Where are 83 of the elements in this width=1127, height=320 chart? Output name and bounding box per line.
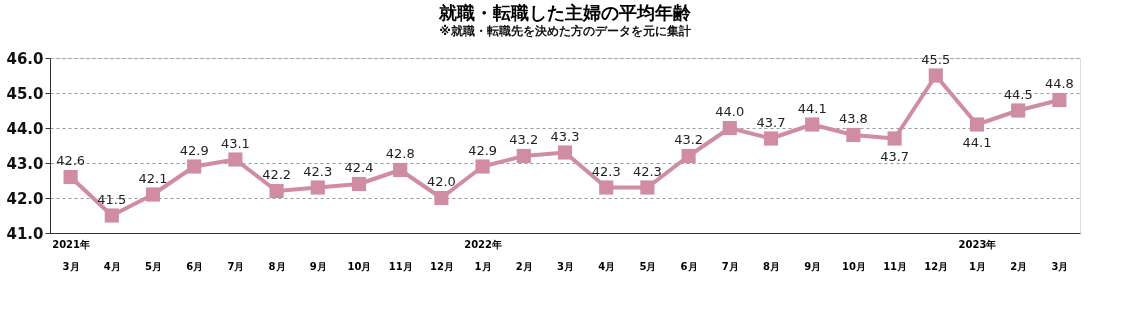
data-label: 42.3 [632,163,662,179]
data-label: 42.0 [426,174,456,189]
data-label: 45.5 [921,51,951,67]
y-tick-label: 45.0 [6,84,44,103]
data-label: 44.8 [1044,76,1074,91]
data-label: 43.7 [880,148,910,164]
data-label: 43.8 [838,111,868,126]
x-tick-label: 4月 [598,260,616,272]
y-tick-label: 46.0 [6,49,44,68]
x-tick-label: 12月 [924,260,949,272]
point [928,68,943,83]
point [557,145,573,160]
point [599,180,614,195]
point [145,187,161,202]
x-tick-label: 5月 [639,260,657,272]
point [846,127,861,143]
point [104,208,119,223]
x-tick-label: 9月 [309,260,327,272]
x-tick-label: 2022年 1月 [464,238,503,272]
data-label: 42.1 [138,170,168,186]
data-label: 42.3 [591,163,621,179]
x-tick-label: 3月 [1051,260,1069,272]
data-label: 44.1 [797,100,827,116]
x-tick-label: 8月 [763,260,780,272]
data-label: 42.6 [56,153,86,168]
data-label: 44.0 [715,104,745,119]
data-label: 42.3 [303,163,333,179]
x-tick-label: 2月 [1010,260,1028,272]
data-label: 42.8 [385,146,415,161]
x-tick-label: 10月 [347,260,372,272]
data-label: 43.1 [220,135,250,151]
y-tick-label: 44.0 [6,119,44,138]
x-tick-label: 7月 [721,260,739,272]
point [722,120,737,136]
x-tick-label: 5月 [145,260,162,272]
point [187,159,202,174]
point [63,169,78,185]
x-tick-label: 6月 [186,260,204,272]
point [681,148,696,164]
x-tick-label: 11月 [388,260,413,272]
data-label: 41.5 [97,191,127,207]
x-tick-label: 9月 [804,260,822,272]
point [1011,103,1026,118]
x-tick-label: 10月 [841,260,866,272]
x-tick-label: 2021年 3月 [52,238,91,272]
data-label: 44.1 [962,134,992,150]
x-tick-label: 2023年 1月 [958,238,997,272]
point [310,180,325,195]
y-tick-label: 41.0 [6,224,44,243]
point [763,131,779,146]
x-tick-label: 12月 [429,260,454,272]
data-label: 43.3 [550,128,580,144]
data-label: 43.7 [756,114,786,130]
data-label: 42.4 [344,160,374,175]
point [516,148,531,164]
x-tick-label: 6月 [680,260,698,272]
chart-subtitle: ※就職・転職先を決めた方のデータを元に集計 [439,24,691,38]
x-tick-label: 3月 [557,260,574,272]
point [1052,92,1067,108]
point [228,152,243,167]
point [887,131,902,146]
point [351,176,367,192]
y-tick-label: 43.0 [6,154,44,173]
x-tick-label: 2月 [515,260,533,272]
point [434,190,449,206]
data-label: 42.2 [262,167,292,182]
data-label: 43.2 [674,132,704,147]
x-tick-label: 11月 [883,260,908,272]
x-tick-label: 8月 [268,260,286,272]
data-label: 44.5 [1003,86,1033,102]
point [475,159,490,174]
y-tick-label: 42.0 [6,189,44,208]
data-label: 43.2 [509,132,539,147]
x-tick-label: 7月 [227,260,245,272]
x-tick-label: 4月 [103,260,121,272]
point [393,162,408,178]
point [269,183,284,199]
data-label: 42.9 [468,142,498,158]
point [805,117,820,132]
chart-title: 就職・転職した主婦の平均年齢 [438,2,692,23]
point [969,117,985,132]
data-label: 42.9 [179,142,209,158]
point [640,180,655,195]
